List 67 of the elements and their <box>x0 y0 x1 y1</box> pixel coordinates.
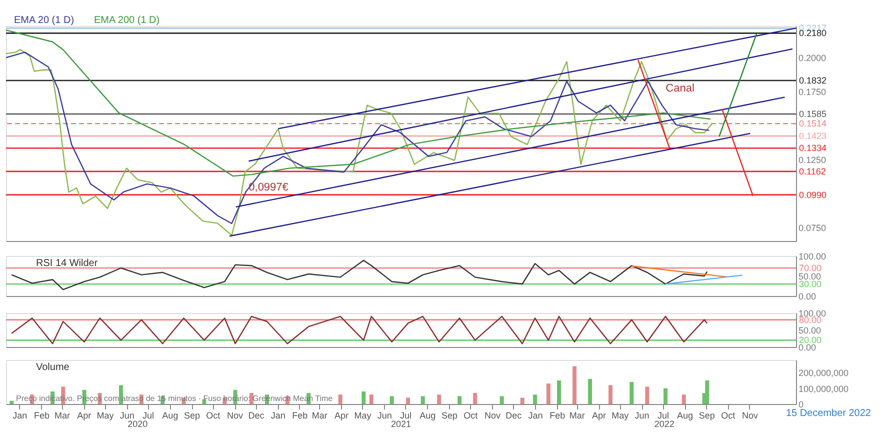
x-tick-label: Jul <box>142 410 154 420</box>
y-tick-label: 0.2000 <box>798 53 826 64</box>
x-tick-label: Mar <box>569 410 585 420</box>
y-tick-label: 0.1750 <box>798 87 826 98</box>
ref-line-label: 0.0990 <box>799 190 827 200</box>
x-tick-label: Jul <box>657 410 669 420</box>
ref-line-label: 0.1162 <box>799 166 826 176</box>
ref-line-label: 30.00 <box>799 279 822 289</box>
x-tick-label: Feb <box>34 410 50 420</box>
x-tick-label: Sep <box>184 410 200 420</box>
text: EMA 20 (1 D) <box>14 15 74 26</box>
x-tick-label: Jun <box>120 410 134 420</box>
y-tick-label: 0.00 <box>798 342 816 352</box>
x-tick-label: Dec <box>248 410 265 420</box>
x-tick-label: Mar <box>312 410 328 420</box>
x-tick-label: May <box>612 410 630 420</box>
y-tick-label: 50.00 <box>798 272 822 282</box>
x-tick-label: Oct <box>464 410 478 420</box>
ref-line-label: 0.1832 <box>799 75 827 86</box>
y-tick-label: 100.00 <box>798 252 826 262</box>
x-tick-label: May <box>354 410 372 420</box>
text: EMA 200 (1 D) <box>94 15 160 26</box>
x-tick-label: Feb <box>292 410 308 420</box>
x-tick-label: Nov <box>742 410 758 420</box>
y-tick-label: 50.00 <box>798 326 822 336</box>
y-tick-label: 0 <box>798 400 804 410</box>
x-tick-label: Nov <box>484 410 501 420</box>
y-tick-label: 0.0750 <box>798 222 826 233</box>
x-tick-label: Dec <box>506 410 522 420</box>
x-tick-label: Jan <box>270 410 286 420</box>
x-tick-label: Aug <box>162 410 178 420</box>
y-tick-label: 100,000,000 <box>798 384 849 394</box>
annotation: Canal <box>666 82 694 94</box>
x-tick-label: Oct <box>721 410 736 420</box>
x-tick-label: Jan <box>12 410 28 420</box>
annotation: 0,0997€ <box>248 181 288 194</box>
x-tick-label: Jun <box>377 410 392 420</box>
ref-line-label: 20.00 <box>799 335 822 346</box>
x-tick-label: Mar <box>54 410 70 420</box>
text: 15 December 2022 <box>786 408 872 419</box>
ref-line-label: 0.1423 <box>799 131 827 142</box>
x-tick-label: Sep <box>698 410 715 420</box>
ref-line-label: 0.1334 <box>799 143 827 154</box>
y-tick-label: 0.1250 <box>798 155 826 166</box>
text: 2020 <box>128 419 148 429</box>
x-tick-label: Feb <box>550 410 566 420</box>
x-tick-label: Aug <box>420 410 436 420</box>
x-tick-label: Apr <box>592 410 606 420</box>
text: 2021 <box>390 419 412 429</box>
y-tick-label: 0.00 <box>798 292 816 302</box>
x-tick-label: Jun <box>634 410 650 420</box>
ref-line-label: 70.00 <box>799 263 822 273</box>
x-tick-label: Jan <box>528 410 543 420</box>
x-tick-label: Oct <box>206 410 221 420</box>
x-tick-label: Apr <box>334 410 349 420</box>
x-tick-label: Aug <box>677 410 694 420</box>
ref-line-label: 0.1514 <box>799 118 827 129</box>
chart-title: RSI 14 Wilder <box>36 258 98 269</box>
x-tick-label: Nov <box>227 410 244 420</box>
chart-title: Volume <box>36 362 70 373</box>
x-tick-label: Sep <box>441 410 458 420</box>
x-tick-label: Apr <box>77 410 92 420</box>
text: 2022 <box>654 419 674 429</box>
x-tick-label: Jul <box>400 410 412 420</box>
y-tick-label: 200,000,000 <box>798 368 849 378</box>
ref-line-label: 0.1585 <box>799 109 827 120</box>
x-tick-label: May <box>96 410 114 420</box>
